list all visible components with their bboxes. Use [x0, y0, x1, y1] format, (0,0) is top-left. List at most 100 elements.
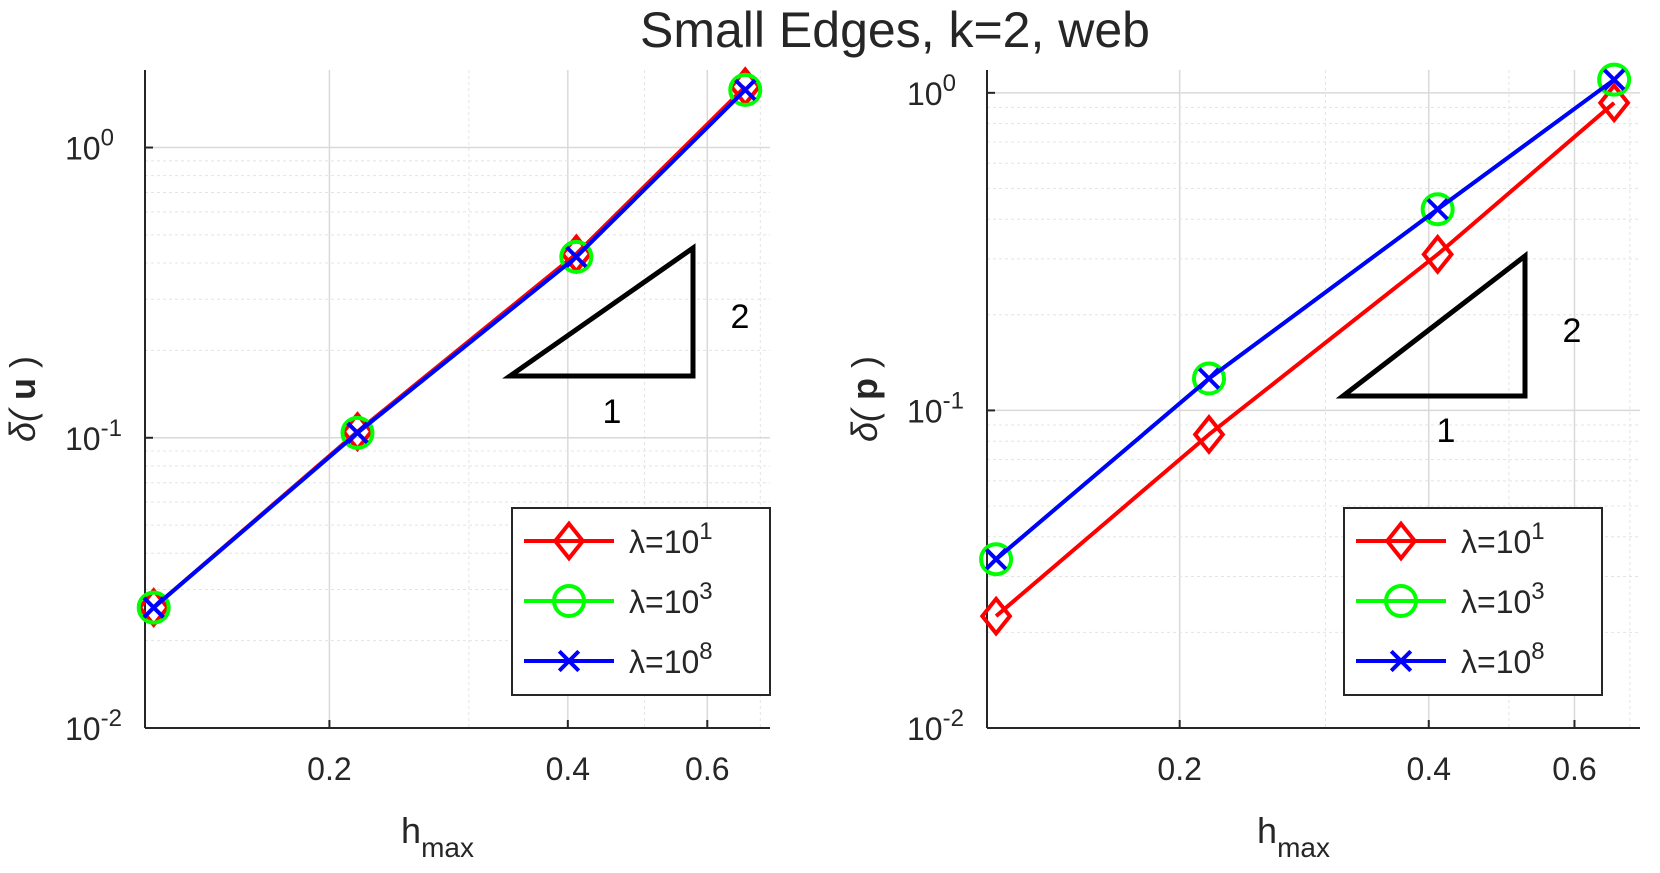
y-tick-label: 10-1 — [907, 387, 964, 429]
legend-label: λ=108 — [1461, 638, 1545, 680]
circle-marker — [136, 590, 171, 625]
x-marker — [142, 596, 165, 619]
legend-label-exp: 8 — [699, 638, 712, 665]
y-tick-label-exp: 0 — [943, 70, 956, 97]
y-tick-label: 10-2 — [907, 705, 964, 747]
diamond-marker — [552, 520, 586, 562]
x-tick-label: 0.2 — [1157, 751, 1201, 787]
y-tick-label: 10-2 — [65, 705, 122, 747]
legend-entry: λ=108 — [524, 638, 713, 680]
y-tick-label-exp: -2 — [101, 705, 122, 732]
legend-entry: λ=108 — [1356, 638, 1545, 680]
y-tick-label-base: 10 — [907, 76, 943, 112]
circle-marker — [340, 415, 375, 450]
x-tick-label: 0.2 — [307, 751, 351, 787]
y-tick-label-exp: -1 — [101, 415, 122, 442]
circle-marker — [728, 72, 763, 107]
legend-label-base: λ=10 — [629, 644, 699, 680]
y-tick-label: 100 — [65, 125, 114, 167]
legend-label-base: λ=10 — [629, 584, 699, 620]
x-tick-label: 0.4 — [1407, 751, 1451, 787]
diamond-marker — [1192, 414, 1226, 455]
circle-marker — [559, 239, 594, 274]
legend-label-base: λ=10 — [1461, 584, 1531, 620]
diamond-marker — [1384, 520, 1418, 562]
series — [979, 82, 1631, 637]
slope-rise-label: 2 — [731, 298, 750, 336]
legend-entry: λ=101 — [1356, 518, 1545, 562]
y-axis-label-prefix: δ( — [844, 400, 885, 442]
x-marker — [1426, 198, 1449, 221]
legend-label-base: λ=10 — [1461, 644, 1531, 680]
y-axis-label-suffix: ) — [844, 356, 885, 378]
legend-label-exp: 3 — [699, 578, 712, 605]
y-axis-label-suffix: ) — [2, 356, 43, 378]
legend-label-exp: 1 — [699, 518, 712, 545]
circle-marker — [1597, 62, 1632, 97]
series-line — [994, 78, 1616, 561]
y-tick-label-exp: -1 — [943, 387, 964, 414]
y-tick-label-base: 10 — [907, 711, 943, 747]
x-axis-label-main: h — [1257, 810, 1277, 851]
y-tick-label-base: 10 — [65, 131, 101, 167]
x-marker — [565, 245, 588, 269]
figure-title: Small Edges, k=2, web — [640, 2, 1150, 58]
series-line — [152, 88, 747, 610]
y-axis-label-bold: p — [844, 378, 885, 400]
x-tick-label: 0.6 — [685, 751, 729, 787]
series — [142, 78, 757, 619]
series — [984, 68, 1626, 571]
x-tick-label: 0.6 — [1552, 751, 1596, 787]
legend-entry: λ=103 — [1356, 578, 1545, 620]
slope-run-label: 1 — [1437, 412, 1456, 450]
legend-label-exp: 3 — [1531, 578, 1544, 605]
y-tick-label-base: 10 — [65, 711, 101, 747]
x-marker — [346, 421, 369, 444]
legend-label: λ=101 — [629, 518, 713, 560]
circle-marker — [552, 584, 586, 618]
y-tick-label: 10-1 — [65, 415, 122, 457]
legend-entry: λ=103 — [524, 578, 713, 620]
diamond-marker — [1597, 82, 1631, 124]
x-axis-label: hmax — [401, 810, 474, 863]
y-tick-label: 100 — [907, 70, 956, 112]
x-marker — [1389, 649, 1413, 673]
circle-marker — [1384, 584, 1418, 618]
y-axis-label: δ( p ) — [844, 356, 885, 442]
y-axis-label-prefix: δ( — [2, 400, 43, 442]
x-marker — [984, 548, 1008, 571]
slope-triangle — [1335, 250, 1528, 399]
x-axis-label: hmax — [1257, 810, 1330, 863]
x-marker — [734, 78, 757, 102]
legend-label: λ=103 — [1461, 578, 1545, 620]
series-line — [994, 78, 1616, 561]
y-tick-label-exp: 0 — [101, 125, 114, 152]
y-axis-label: δ( u ) — [2, 356, 43, 442]
x-marker — [557, 649, 581, 673]
legend-entry: λ=101 — [524, 518, 713, 562]
x-axis-label-sub: max — [421, 832, 474, 863]
legend-label-base: λ=10 — [629, 524, 699, 560]
y-tick-label-base: 10 — [907, 393, 943, 429]
x-axis-label-main: h — [401, 810, 421, 851]
y-axis-label-bold: u — [2, 378, 43, 400]
x-marker — [1197, 367, 1221, 390]
series-line — [994, 101, 1616, 618]
x-marker — [1602, 68, 1626, 91]
x-axis-label-sub: max — [1277, 832, 1330, 863]
legend-label-exp: 8 — [1531, 638, 1544, 665]
circle-marker — [979, 542, 1014, 577]
diamond-marker — [1421, 233, 1455, 275]
circle-marker — [1191, 361, 1226, 396]
legend-label: λ=101 — [1461, 518, 1545, 560]
legend-label-base: λ=10 — [1461, 524, 1531, 560]
y-tick-label-base: 10 — [65, 421, 101, 457]
slope-triangle — [502, 243, 696, 379]
legend-label: λ=108 — [629, 638, 713, 680]
diamond-marker — [979, 595, 1013, 637]
